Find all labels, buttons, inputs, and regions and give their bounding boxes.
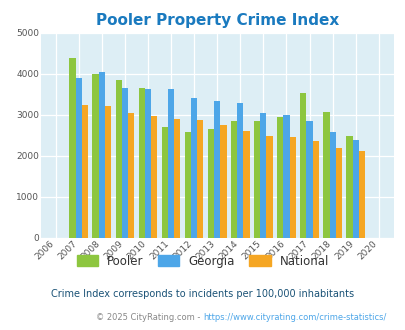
- Bar: [174, 119, 180, 238]
- Bar: [128, 113, 134, 238]
- Bar: [190, 98, 197, 238]
- Bar: [260, 113, 266, 238]
- Text: Crime Index corresponds to incidents per 100,000 inhabitants: Crime Index corresponds to incidents per…: [51, 289, 354, 299]
- Legend: Pooler, Georgia, National: Pooler, Georgia, National: [72, 250, 333, 273]
- Bar: [277, 117, 283, 238]
- Bar: [122, 88, 128, 238]
- Bar: [266, 136, 272, 238]
- Bar: [104, 106, 111, 238]
- Bar: [213, 101, 220, 238]
- Bar: [312, 142, 318, 238]
- Bar: [329, 132, 335, 238]
- Bar: [145, 89, 151, 238]
- Bar: [98, 72, 104, 238]
- Bar: [197, 120, 203, 238]
- Bar: [237, 103, 243, 238]
- Bar: [254, 121, 260, 238]
- Bar: [352, 140, 358, 238]
- Title: Pooler Property Crime Index: Pooler Property Crime Index: [95, 13, 338, 28]
- Bar: [243, 131, 249, 238]
- Bar: [358, 151, 364, 238]
- Bar: [335, 148, 341, 238]
- Bar: [115, 80, 122, 238]
- Text: https://www.cityrating.com/crime-statistics/: https://www.cityrating.com/crime-statist…: [202, 313, 386, 322]
- Bar: [306, 120, 312, 238]
- Bar: [184, 132, 190, 238]
- Bar: [138, 88, 145, 238]
- Bar: [207, 129, 213, 238]
- Bar: [92, 74, 98, 238]
- Bar: [230, 120, 237, 238]
- Bar: [75, 79, 82, 238]
- Bar: [81, 105, 88, 238]
- Text: © 2025 CityRating.com -: © 2025 CityRating.com -: [96, 313, 202, 322]
- Bar: [168, 89, 174, 238]
- Bar: [299, 93, 306, 238]
- Bar: [69, 58, 75, 238]
- Bar: [151, 116, 157, 238]
- Bar: [161, 127, 168, 238]
- Bar: [345, 136, 352, 238]
- Bar: [220, 125, 226, 238]
- Bar: [322, 112, 329, 238]
- Bar: [283, 115, 289, 238]
- Bar: [289, 137, 295, 238]
